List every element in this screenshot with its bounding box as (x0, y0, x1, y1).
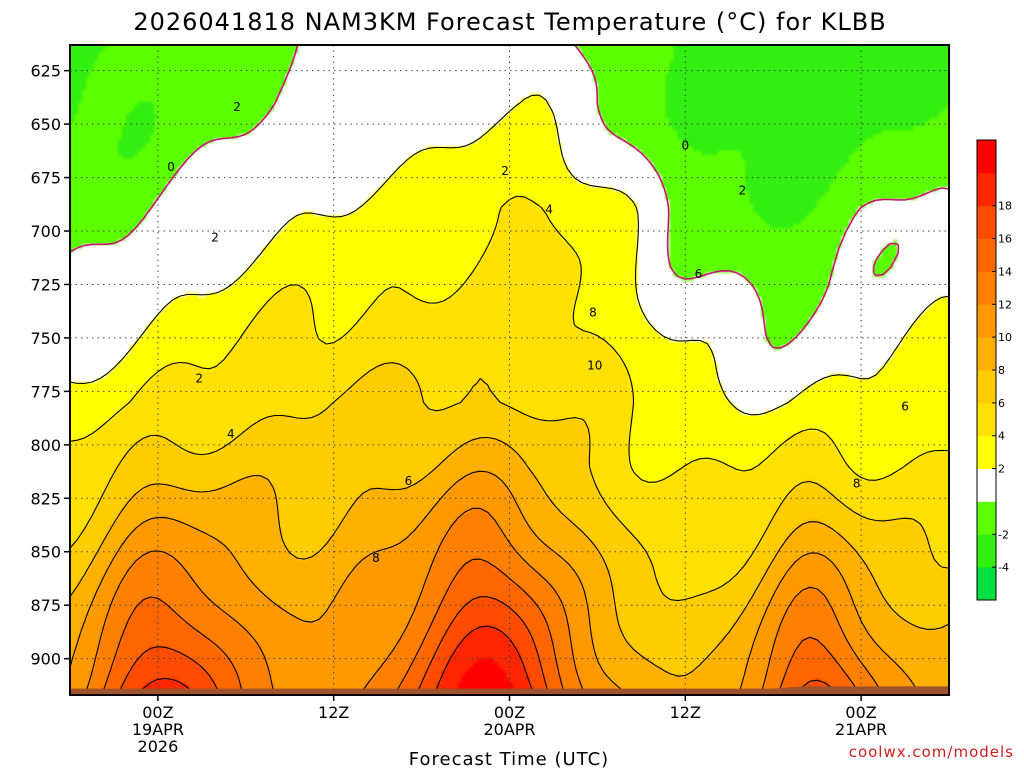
contour-line-6 (70, 362, 949, 602)
y-tick-label: 775 (30, 382, 61, 401)
contour-label: 8 (589, 305, 597, 319)
contour-label: 6 (901, 399, 909, 413)
contour-label: 0 (681, 138, 689, 152)
x-tick-label: 19APR (132, 720, 184, 739)
x-tick-label: 00Z (142, 703, 173, 722)
contour-label: 0 (167, 160, 175, 174)
y-tick-label: 875 (30, 596, 61, 615)
temperature-contours (70, 45, 949, 695)
contour-label: 2 (501, 164, 509, 178)
dotted-grid (70, 45, 949, 695)
contour-label: 8 (853, 476, 861, 490)
contour-label: 6 (695, 267, 703, 281)
contour-label: 2 (211, 230, 219, 244)
colorbar-segment (977, 402, 996, 437)
y-tick-label: 700 (30, 222, 61, 241)
colorbar-label: 16 (998, 233, 1012, 246)
contour-line-8 (70, 436, 949, 677)
colorbar-label: 12 (998, 298, 1012, 311)
contour-label: 6 (405, 474, 413, 488)
contour-line-14 (101, 558, 861, 695)
contour-line-10 (70, 470, 921, 695)
colorbar-segment (977, 337, 996, 371)
contour-label: 2 (233, 100, 241, 114)
y-axis: 625 650 675 700 725 750 775 800 825 850 875 900 (30, 62, 70, 669)
colorbar-label: 8 (998, 364, 1005, 377)
contour-label: 4 (227, 427, 235, 441)
colorbar-segment (977, 271, 996, 305)
contour-line-16 (117, 596, 840, 695)
colorbar-label: 10 (998, 331, 1012, 344)
y-tick-label: 900 (30, 650, 61, 669)
contour-line-0 (70, 45, 949, 349)
x-tick-label: 12Z (670, 703, 701, 722)
colorbar-segment (977, 238, 996, 272)
y-tick-label: 800 (30, 436, 61, 455)
colorbar-segment (977, 304, 996, 338)
colorbar-label: -4 (998, 561, 1009, 574)
x-tick-label: 12Z (318, 703, 349, 722)
colorbar-segment (977, 435, 996, 469)
x-tick-label: 20APR (483, 720, 535, 739)
x-tick-label: 00Z (494, 703, 525, 722)
contour-label: 2 (195, 372, 203, 386)
y-tick-label: 675 (30, 169, 61, 188)
x-tick-label: 2026 (138, 737, 179, 756)
colorbar-label: 2 (998, 463, 1005, 476)
colorbar-segment (977, 370, 996, 404)
contour-label: 4 (545, 203, 553, 217)
colorbar-segment (977, 205, 996, 239)
credit-text: coolwx.com/models (849, 743, 1014, 761)
contour-line-12 (84, 507, 884, 695)
y-tick-label: 750 (30, 329, 61, 348)
colorbar-segment (977, 140, 996, 174)
colorbar-label: 18 (998, 200, 1012, 213)
colorbar-label: 4 (998, 430, 1005, 443)
contour-label: 8 (372, 551, 380, 565)
colorbar-label: 6 (998, 397, 1005, 410)
plot-area: 2 0 0 2 2 2 4 6 8 10 2 4 6 8 8 6 (69, 44, 950, 696)
chart-title: 2026041818 NAM3KM Forecast Temperature (… (133, 8, 886, 36)
y-tick-label: 625 (30, 62, 61, 81)
ground-surface (70, 686, 949, 695)
colorbar-segment (977, 567, 996, 601)
y-tick-label: 825 (30, 489, 61, 508)
y-tick-label: 650 (30, 115, 61, 134)
colorbar-label: 14 (998, 265, 1012, 278)
x-axis-label: Forecast Time (UTC) (409, 749, 609, 768)
contour-label: 10 (587, 359, 602, 373)
y-tick-label: 725 (30, 275, 61, 294)
y-tick-label: 850 (30, 543, 61, 562)
x-tick-label: 21APR (835, 720, 887, 739)
colorbar: -4 -2 2 4 6 8 10 12 14 16 18 (976, 139, 1012, 601)
colorbar-label: -2 (998, 528, 1009, 541)
contour-labels: 2 0 0 2 2 2 4 6 8 10 2 4 6 8 8 6 (167, 100, 909, 565)
colorbar-segment (977, 468, 996, 502)
colorbar-segment (977, 172, 996, 207)
contour-label: 2 (739, 183, 747, 197)
x-tick-label: 00Z (845, 703, 876, 722)
colorbar-segment (977, 501, 996, 535)
contour-line-4 (70, 195, 949, 483)
colorbar-segment (977, 534, 996, 568)
contour-line-2 (70, 94, 949, 416)
